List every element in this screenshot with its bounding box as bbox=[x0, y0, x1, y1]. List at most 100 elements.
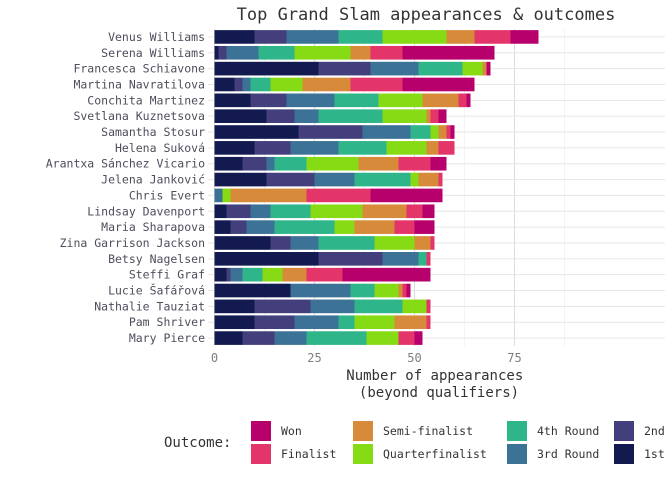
bar-segment bbox=[310, 299, 355, 314]
bar-segment bbox=[214, 252, 319, 266]
legend-swatch bbox=[614, 421, 634, 441]
bar-segment bbox=[446, 30, 475, 44]
bar-segment bbox=[466, 93, 471, 108]
bar-segment bbox=[362, 125, 411, 139]
bar-segment bbox=[250, 77, 271, 92]
bar-segment bbox=[266, 109, 295, 123]
player-label: Serena Williams bbox=[101, 46, 205, 60]
bar-segment bbox=[242, 156, 267, 171]
grid-lines bbox=[208, 29, 665, 346]
bar-segment bbox=[318, 109, 383, 123]
x-axis-title: Number of appearances (beyond qualifiers… bbox=[346, 368, 531, 401]
bar-segment bbox=[314, 172, 355, 187]
bar-segment bbox=[370, 61, 419, 76]
bar-segment bbox=[418, 252, 427, 266]
bar-segment bbox=[250, 204, 271, 219]
bar-segment bbox=[310, 204, 363, 219]
bar-segment bbox=[410, 125, 431, 139]
bar-segment bbox=[438, 109, 447, 123]
bar-segment bbox=[430, 236, 435, 250]
bar-segment bbox=[426, 109, 431, 123]
bar-segment bbox=[286, 93, 335, 108]
player-label: Lucie Šafářová bbox=[108, 283, 205, 298]
bar-segment bbox=[306, 188, 371, 203]
bar-segment bbox=[214, 267, 227, 282]
legend-label: 2nd bbox=[644, 424, 665, 438]
legend-label: Semi-finalist bbox=[383, 424, 473, 438]
bar-segment bbox=[214, 172, 267, 187]
bar-segment bbox=[302, 77, 351, 92]
bar-segment bbox=[226, 45, 259, 60]
bar-segment bbox=[398, 331, 415, 345]
bar-segment bbox=[362, 204, 407, 219]
player-label: Mary Pierce bbox=[129, 331, 205, 345]
player-label: Zina Garrison Jackson bbox=[60, 236, 205, 250]
bar-segment bbox=[294, 45, 351, 60]
bar-segment bbox=[262, 267, 283, 282]
bar-segment bbox=[354, 315, 395, 330]
bar-segment bbox=[446, 125, 451, 139]
bar-segment bbox=[462, 61, 483, 76]
player-label: Arantxa Sánchez Vicario bbox=[46, 157, 205, 171]
bar-segment bbox=[430, 109, 439, 123]
bar-segment bbox=[474, 30, 511, 44]
bar-segment bbox=[438, 125, 447, 139]
bar-segment bbox=[214, 109, 267, 123]
bar-segment bbox=[218, 45, 227, 60]
bar-segment bbox=[318, 252, 383, 266]
player-label: Jelena Janković bbox=[101, 173, 205, 187]
bar-segment bbox=[354, 172, 411, 187]
bar-segment bbox=[406, 283, 411, 298]
bar-segment bbox=[226, 204, 251, 219]
bar-segment bbox=[426, 299, 431, 314]
bar-segment bbox=[306, 267, 343, 282]
bar-segment bbox=[270, 236, 291, 250]
bar-segment bbox=[242, 77, 251, 92]
bar-segment bbox=[258, 45, 295, 60]
bar-segment bbox=[214, 220, 231, 234]
bar-segment bbox=[350, 283, 375, 298]
bar-segment bbox=[422, 93, 459, 108]
bar-segment bbox=[398, 283, 403, 298]
legend-swatch bbox=[353, 444, 373, 464]
player-label: Nathalie Tauziat bbox=[94, 299, 205, 313]
player-label: Helena Suková bbox=[115, 141, 205, 155]
legend-swatch bbox=[353, 421, 373, 441]
bar-segment bbox=[214, 61, 319, 76]
bar-segment bbox=[382, 109, 427, 123]
bar-segment bbox=[418, 172, 439, 187]
bar-segment bbox=[214, 156, 243, 171]
bar-segment bbox=[254, 299, 311, 314]
bar-segment bbox=[358, 156, 399, 171]
x-axis-ticks: 0 25 50 75 bbox=[211, 351, 522, 365]
bar-segment bbox=[338, 315, 355, 330]
bar-segment bbox=[422, 204, 435, 219]
bar-segment bbox=[354, 220, 395, 234]
player-label: Martina Navratilova bbox=[73, 77, 205, 91]
bar-segment bbox=[298, 125, 363, 139]
bar-segment bbox=[382, 252, 419, 266]
bar-segment bbox=[370, 188, 443, 203]
bar-segment bbox=[254, 141, 291, 155]
bar-segment bbox=[294, 315, 339, 330]
bar-segment bbox=[226, 267, 231, 282]
chart-title: Top Grand Slam appearances & outcomes bbox=[237, 5, 616, 25]
bar-segment bbox=[286, 30, 339, 44]
bar-segment bbox=[382, 30, 447, 44]
x-tick-label: 75 bbox=[507, 351, 521, 365]
bar-segment bbox=[414, 331, 423, 345]
player-label: Venus Williams bbox=[108, 30, 205, 44]
bar-segment bbox=[510, 30, 539, 44]
bar-segment bbox=[366, 331, 399, 345]
legend-swatch bbox=[251, 444, 271, 464]
bar-segment bbox=[230, 188, 307, 203]
bar-segment bbox=[338, 141, 387, 155]
bar-segment bbox=[214, 125, 299, 139]
player-label: Betsy Nagelsen bbox=[108, 252, 205, 266]
bar-segment bbox=[430, 156, 447, 171]
bar-segment bbox=[214, 331, 243, 345]
bar-segment bbox=[482, 61, 487, 76]
bar-segment bbox=[418, 61, 463, 76]
player-label: Svetlana Kuznetsova bbox=[73, 109, 205, 123]
bar-segment bbox=[214, 283, 291, 298]
